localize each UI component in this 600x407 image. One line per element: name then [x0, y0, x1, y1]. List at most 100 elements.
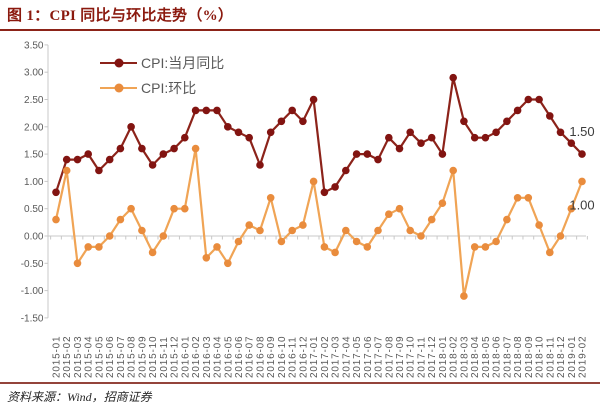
x-tick-label: 2016-09	[266, 336, 277, 378]
mom-point	[513, 194, 522, 202]
x-tick-label: 2017-04	[341, 336, 352, 378]
x-tick-label: 2015-02	[62, 336, 73, 378]
x-tick-label: 2017-05	[352, 336, 363, 378]
x-tick-label: 2016-05	[223, 336, 234, 378]
mom-point	[546, 248, 554, 257]
mom-point	[492, 237, 500, 246]
mom-point	[191, 144, 200, 153]
yoy-point	[535, 95, 543, 104]
yoy-point	[234, 128, 243, 137]
yoy-point	[363, 150, 372, 158]
mom-point	[417, 232, 425, 240]
mom-point	[234, 237, 243, 246]
yoy-point	[449, 73, 458, 82]
yoy-point	[277, 117, 286, 126]
yoy-point	[266, 128, 275, 137]
mom-point	[503, 215, 511, 224]
x-tick-label: 2015-06	[105, 336, 116, 378]
yoy-point	[202, 106, 211, 115]
x-tick-label: 2017-12	[427, 336, 438, 378]
yoy-point	[213, 106, 221, 115]
yoy-point	[481, 133, 490, 142]
mom-point	[363, 243, 372, 251]
mom-point	[95, 243, 103, 251]
yoy-point	[385, 133, 393, 142]
series-mom	[52, 144, 586, 300]
x-tick-label: 2015-08	[127, 336, 138, 378]
mom-point	[245, 221, 253, 229]
x-tick-label: 2015-04	[84, 336, 95, 378]
mom-point	[277, 237, 286, 246]
mom-line	[54, 147, 584, 298]
x-axis	[48, 235, 588, 240]
mom-point	[299, 221, 307, 229]
yoy-point	[105, 155, 114, 164]
x-tick-label: 2017-10	[406, 336, 417, 378]
yoy-point	[116, 144, 125, 153]
yoy-point	[374, 155, 382, 164]
yoy-point	[578, 150, 586, 158]
title-divider	[0, 29, 600, 31]
yoy-point	[513, 106, 522, 115]
mom-point	[352, 237, 361, 246]
x-tick-label: 2018-11	[545, 336, 556, 378]
yoy-point	[395, 144, 404, 153]
x-tick-label: 2016-07	[245, 336, 256, 378]
mom-point	[385, 210, 393, 218]
legend-label-mom: CPI:环比	[141, 79, 197, 96]
y-axis: 3.50 3.00 2.50 2.00 1.50 1.00 0.50 0.00 -0.50 -1.…	[21, 40, 49, 324]
source-divider	[0, 382, 600, 384]
x-tick-label: 2015-09	[137, 336, 148, 378]
mom-point	[224, 259, 232, 268]
yoy-point	[191, 106, 200, 115]
y-tick-label: 1.00	[24, 177, 44, 188]
mom-point	[84, 243, 92, 251]
yoy-point	[567, 139, 576, 147]
yoy-point	[320, 188, 329, 197]
x-tick-label: 2015-01	[52, 336, 63, 378]
x-tick-label: 2018-09	[524, 336, 535, 378]
x-tick-label: 2017-01	[309, 336, 320, 378]
mom-point	[52, 215, 60, 224]
x-tick-label: 2017-11	[417, 336, 428, 378]
yoy-point	[524, 95, 533, 104]
yoy-point	[503, 117, 511, 126]
mom-point	[427, 215, 436, 224]
x-tick-label: 2018-03	[459, 336, 470, 378]
mom-point	[470, 243, 479, 251]
yoy-point	[181, 133, 189, 142]
mom-point	[567, 204, 576, 213]
yoy-point	[127, 123, 135, 131]
x-tick-label: 2016-11	[288, 336, 299, 378]
source-text: 资料来源：Wind，招商证券	[7, 390, 152, 404]
x-tick-label: 2015-07	[116, 336, 127, 378]
y-tick-label: 0.00	[24, 232, 44, 243]
yoy-point	[62, 155, 71, 164]
yoy-point	[492, 128, 500, 137]
yoy-point	[84, 150, 92, 158]
x-tick-label: 2018-01	[438, 336, 449, 378]
mom-point	[148, 248, 157, 257]
figure-title: 图 1：CPI 同比与环比走势（%）	[7, 8, 234, 24]
x-tick-label: 2016-06	[234, 336, 245, 378]
x-tick-label: 2018-07	[502, 336, 513, 378]
x-tick-label: 2016-12	[298, 336, 309, 378]
x-tick-label: 2019-02	[578, 336, 589, 378]
mom-point	[438, 199, 447, 207]
mom-point	[342, 226, 350, 235]
mom-point	[535, 221, 543, 229]
x-tick-label: 2015-03	[73, 336, 84, 378]
mom-point	[406, 226, 415, 235]
y-tick-label: 2.50	[24, 95, 44, 106]
yoy-point	[556, 128, 565, 137]
x-tick-label: 2018-08	[513, 336, 524, 378]
yoy-point	[417, 139, 425, 147]
end-data-label: 1.00	[569, 197, 594, 212]
yoy-point	[288, 106, 297, 115]
y-tick-label: 2.00	[24, 122, 44, 133]
legend-item-yoy: CPI:当月同比	[100, 50, 224, 75]
x-tick-label: 2015-10	[148, 336, 159, 378]
x-tick-label: 2015-12	[170, 336, 181, 378]
end-data-label: 1.50	[569, 124, 594, 139]
x-tick-label: 2016-04	[213, 336, 224, 378]
